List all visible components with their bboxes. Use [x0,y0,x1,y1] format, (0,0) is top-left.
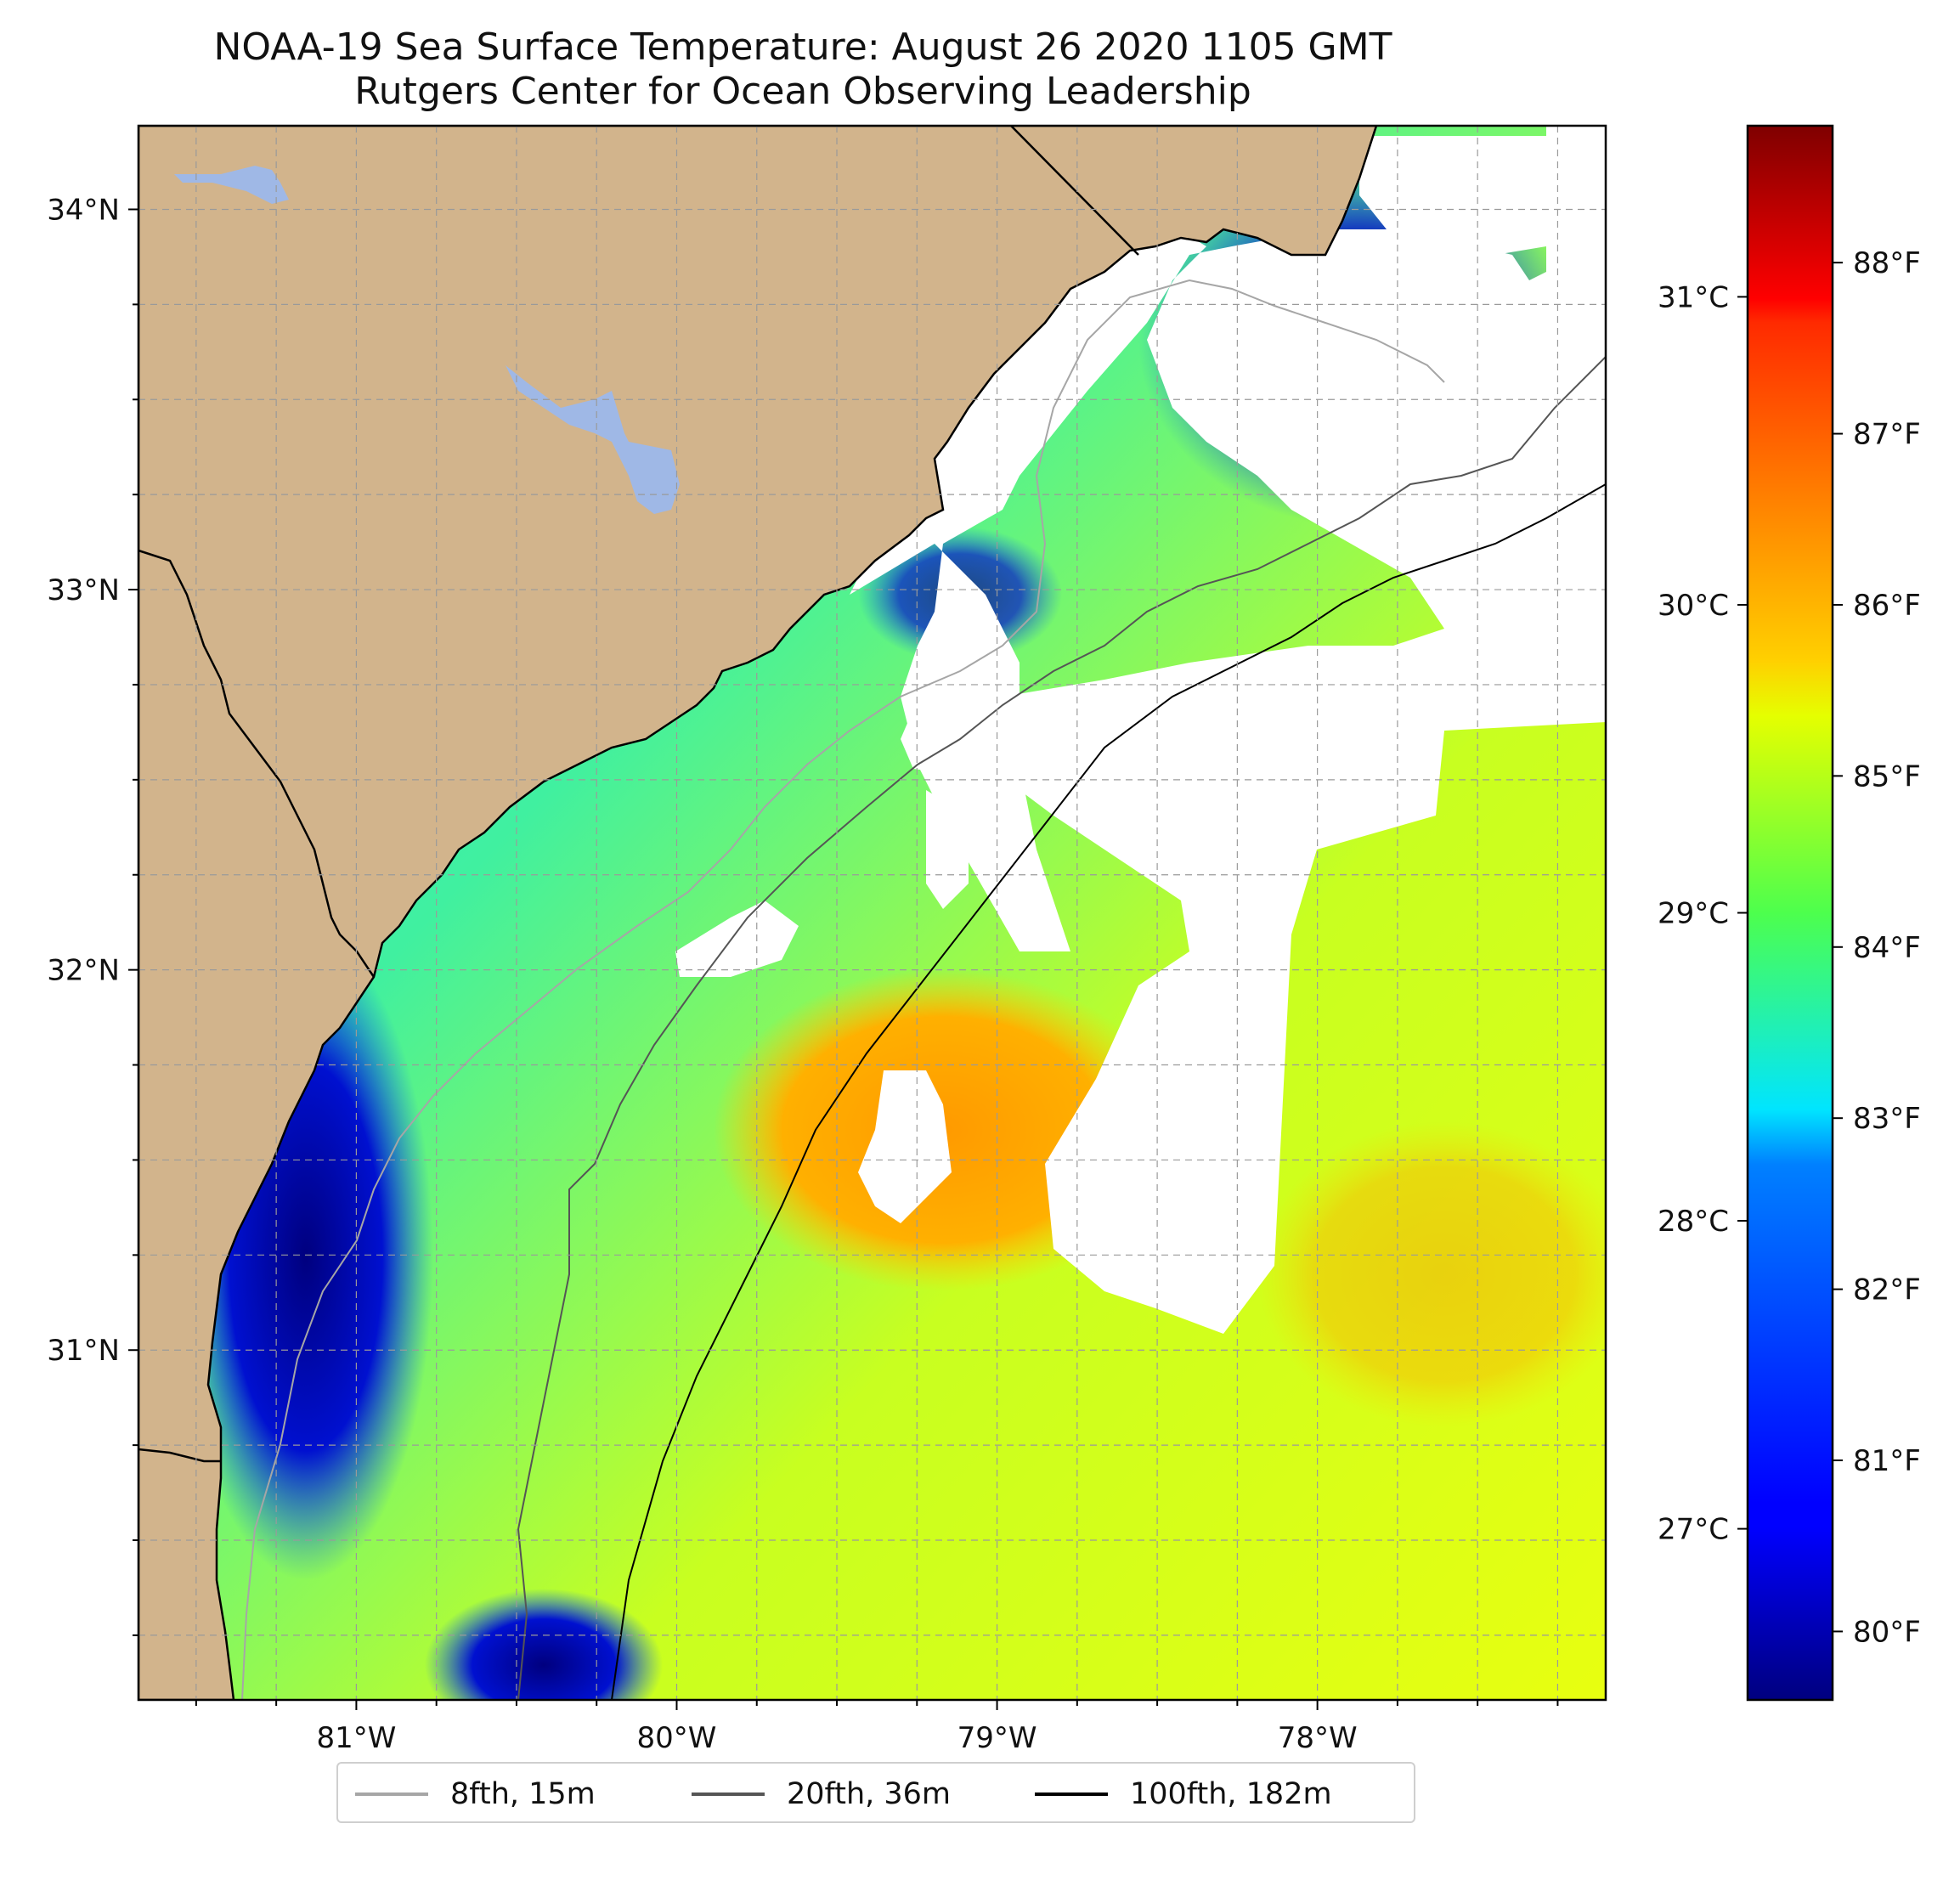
colorbar-c-tick-label: 29°C [1658,897,1729,931]
colorbar-c-tick-label: 27°C [1658,1513,1729,1547]
cloud-mask-small-4 [1359,136,1546,255]
title-line-1: NOAA-19 Sea Surface Temperature: August … [213,25,1392,69]
colorbar-f-tick-label: 82°F [1853,1273,1921,1307]
contour-100fth [611,483,1606,1700]
cloud-mask-small-2 [858,1070,952,1223]
colorbar-fahrenheit-axis: 88°F 87°F 86°F 85°F 84°F 83°F 82°F 81°F 80°F [1833,246,1921,1649]
colorbar-c-tick-label: 30°C [1658,589,1729,623]
lon-tick-label: 80°W [637,1721,717,1755]
colorbar-f-tick-label: 86°F [1853,589,1921,623]
colorbar-f-tick-label: 80°F [1853,1615,1921,1649]
land-mainland [138,126,1378,1700]
state-border-ga-fl [138,1448,221,1463]
colorbar-f-tick-label: 84°F [1853,931,1921,965]
lake-waccamaw [174,166,289,204]
map-frame [137,124,1607,1702]
lon-axis: 81°W 80°W 79°W 78°W [195,1700,1559,1755]
legend-item-100fth: 100fth, 182m [1035,1764,1332,1825]
legend-label-8fth: 8fth, 15m [450,1777,596,1811]
title-line-2: Rutgers Center for Ocean Observing Leade… [354,70,1251,113]
lon-tick-label: 79°W [957,1721,1037,1755]
colorbar: 88°F 87°F 86°F 85°F 84°F 83°F 82°F 81°F 80°F 31°… [1658,124,1921,1702]
colorbar-f-tick-label: 88°F [1853,246,1921,280]
lat-tick-label: 32°N [47,954,120,988]
lon-tick-label: 81°W [316,1721,396,1755]
lake-marion [506,365,680,514]
colorbar-c-tick-label: 28°C [1658,1205,1729,1239]
cloud-mask-small-3 [926,790,969,909]
lat-tick-label: 33°N [47,573,120,607]
legend-label-20fth: 20fth, 36m [787,1777,952,1811]
legend-swatch-8fth [355,1792,428,1796]
colorbar-f-tick-label: 83°F [1853,1102,1921,1136]
state-border-sc-ga [138,549,376,978]
gridlines [138,126,1606,1700]
cloud-mask-small-1 [675,900,799,977]
lat-axis: 34°N 33°N 32°N 31°N [47,193,138,1636]
map-panel [138,126,1606,1700]
colorbar-gradient [1746,124,1834,1702]
legend-label-100fth: 100fth, 182m [1130,1777,1332,1811]
depth-contour-legend: 8fth, 15m 20fth, 36m 100fth, 182m [336,1762,1415,1823]
colorbar-celsius-axis: 31°C 30°C 29°C 28°C 27°C [1658,280,1748,1547]
legend-item-20fth: 20fth, 36m [692,1764,951,1825]
lon-tick-label: 78°W [1278,1721,1358,1755]
colorbar-f-tick-label: 85°F [1853,759,1921,793]
colorbar-c-tick-label: 31°C [1658,280,1729,314]
cloud-mask-northeast [850,126,1606,1334]
legend-swatch-20fth [692,1792,765,1796]
legend-item-8fth: 8fth, 15m [355,1764,596,1825]
state-border-nc-sc [1010,126,1139,256]
legend-swatch-100fth [1035,1792,1108,1796]
contour-8fth [241,279,1445,1700]
lat-tick-label: 31°N [47,1334,120,1368]
lat-tick-label: 34°N [47,193,120,227]
sst-warm-east [1257,1121,1606,1427]
sst-cool-south [425,1589,663,1700]
colorbar-f-tick-label: 81°F [1853,1444,1921,1478]
contour-20fth [517,356,1606,1700]
colorbar-f-tick-label: 87°F [1853,418,1921,452]
